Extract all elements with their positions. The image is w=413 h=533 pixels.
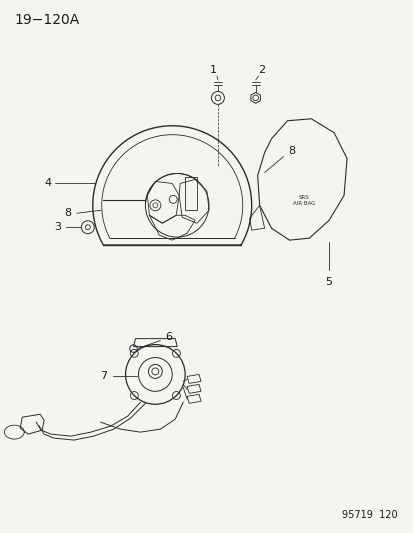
Text: 95719  120: 95719 120 <box>341 510 397 520</box>
Text: SRS
AIR BAG: SRS AIR BAG <box>292 195 315 206</box>
Text: 4: 4 <box>45 179 52 189</box>
Text: 7: 7 <box>100 372 107 382</box>
Text: 1: 1 <box>209 65 216 75</box>
Text: 2: 2 <box>257 65 265 75</box>
Text: 5: 5 <box>325 277 332 287</box>
Text: 3: 3 <box>55 222 62 232</box>
Text: 6: 6 <box>164 332 171 342</box>
Text: 19−120A: 19−120A <box>14 13 79 27</box>
Text: 8: 8 <box>287 146 294 156</box>
Text: 8: 8 <box>64 208 71 219</box>
